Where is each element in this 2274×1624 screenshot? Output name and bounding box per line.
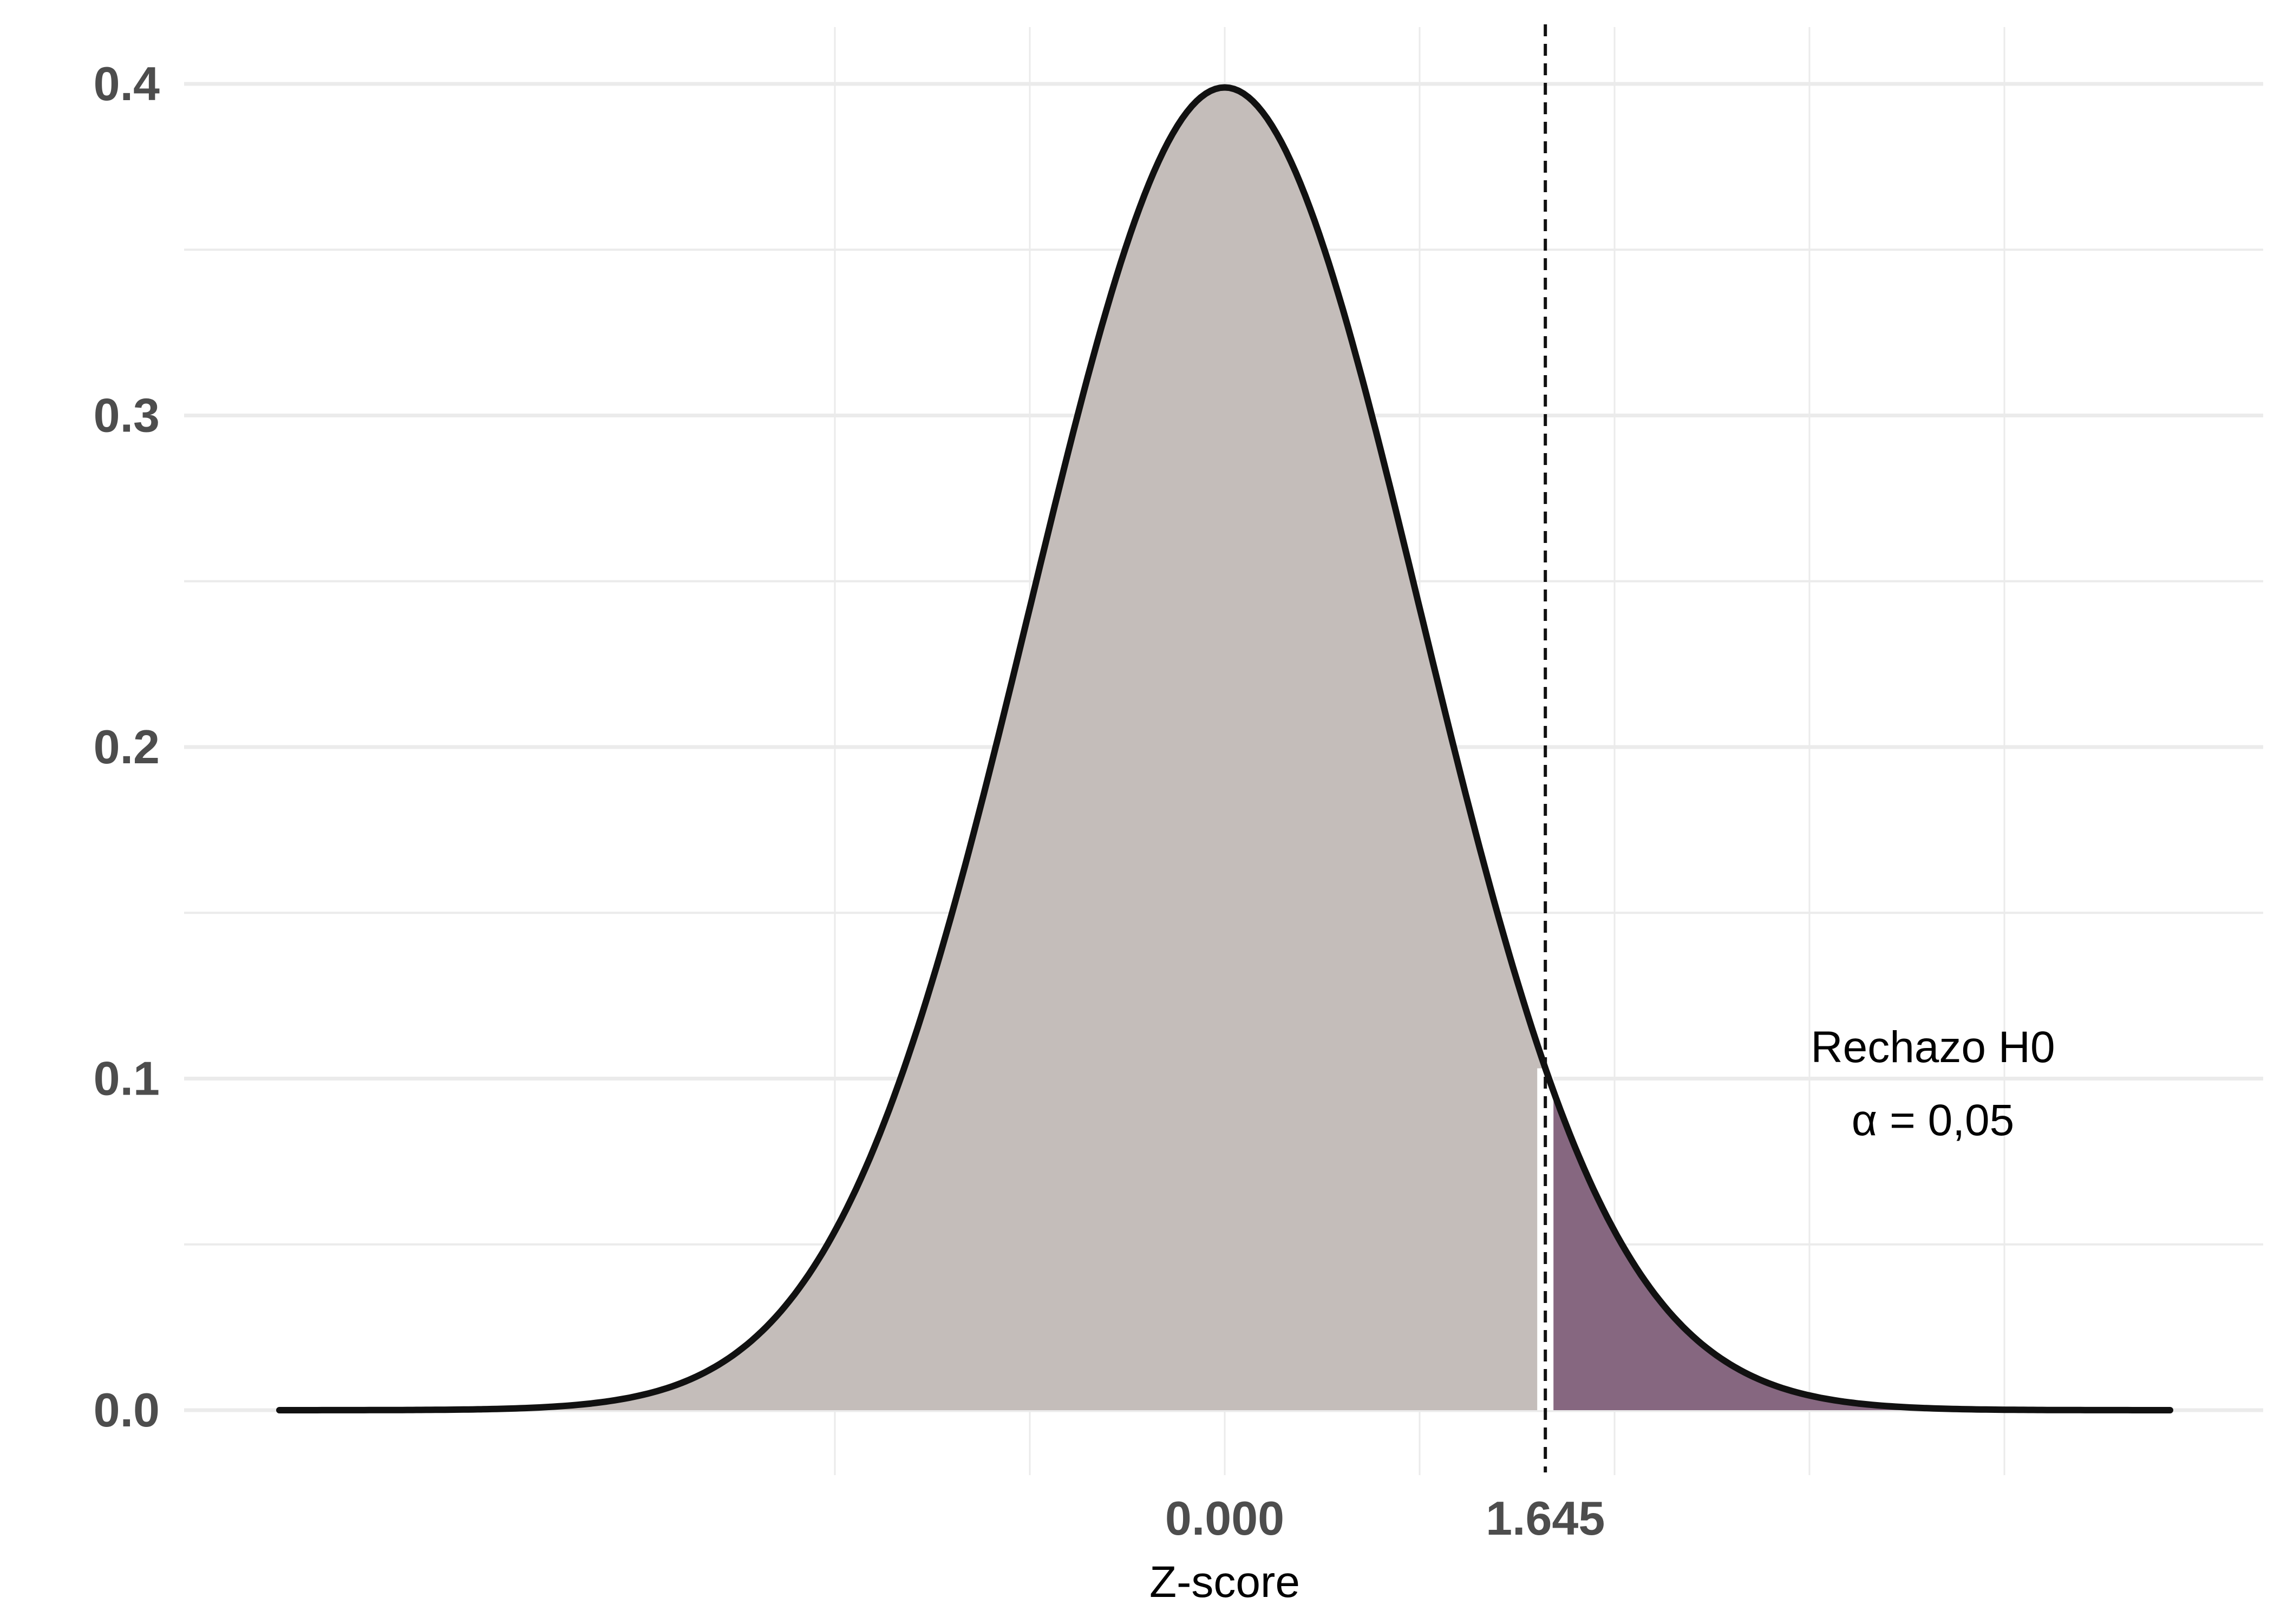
density-curve: [276, 84, 2173, 1413]
x-tick-label: 0.000: [1165, 1491, 1284, 1545]
y-tick-label: 0.2: [94, 720, 160, 774]
y-tick-label: 0.0: [94, 1383, 160, 1437]
x-axis-ticks: 0.000 1.645: [1165, 1491, 1605, 1545]
y-tick-label: 0.4: [94, 57, 160, 110]
x-axis-title: Z-score: [1149, 1557, 1300, 1607]
acceptance-region: [279, 87, 1546, 1410]
x-tick-label: 1.645: [1486, 1491, 1605, 1545]
y-tick-label: 0.1: [94, 1052, 160, 1105]
y-axis-ticks: 0.0 0.1 0.2 0.3 0.4: [94, 57, 160, 1437]
annotation-alpha: α = 0,05: [1852, 1096, 2014, 1145]
rejection-region: [1545, 1068, 2170, 1410]
annotation-rejection: Rechazo H0: [1811, 1023, 2055, 1072]
y-tick-label: 0.3: [94, 389, 160, 442]
